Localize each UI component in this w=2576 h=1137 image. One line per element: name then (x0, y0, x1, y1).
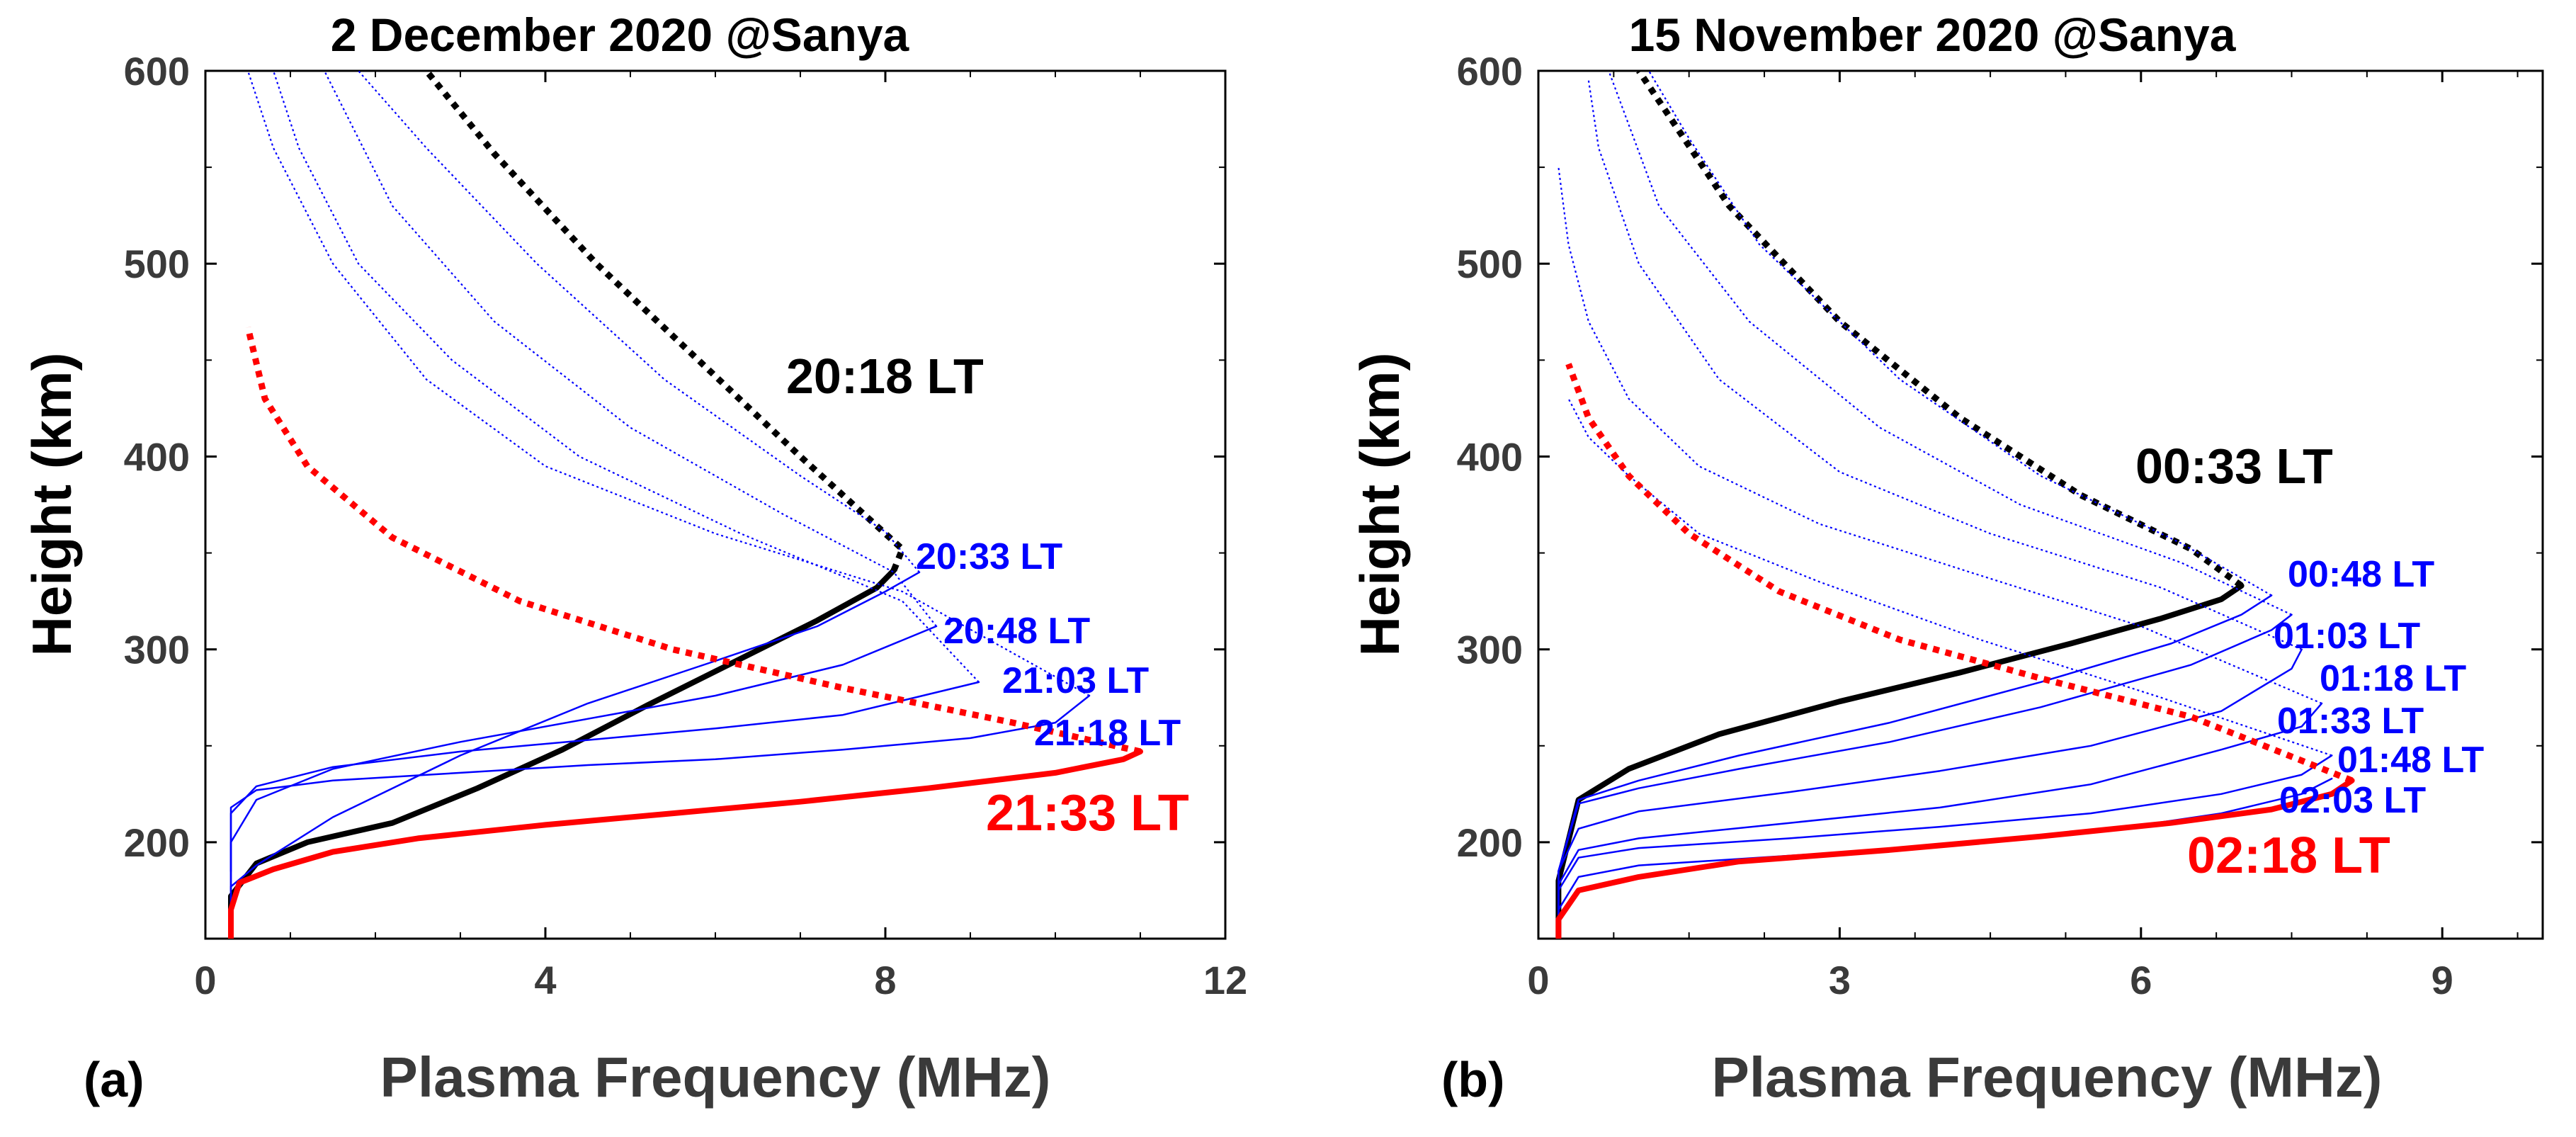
curve-bottomside-0133 (1557, 702, 2323, 930)
curve-label-2033: 20:33 LT (916, 536, 1062, 577)
curve-label-0148: 01:48 LT (2337, 740, 2484, 781)
curve-topside-0048 (1648, 71, 2272, 596)
y-tick-label: 300 (1457, 628, 1523, 672)
curve-label-2103: 21:03 LT (1002, 660, 1149, 701)
curve-bottomside-2033 (229, 571, 921, 921)
curve-label-2133: 21:33 LT (986, 785, 1189, 842)
curve-label-2018: 20:18 LT (786, 349, 984, 404)
curve-bottomside-0118 (1557, 648, 2303, 921)
panel-a-series-group (228, 71, 1143, 939)
y-tick-label: 600 (124, 49, 190, 94)
curve-label-0133: 01:33 LT (2277, 701, 2424, 742)
panel-a-title: 2 December 2020 @Sanya (331, 9, 910, 61)
curve-bottomside-2103 (229, 681, 980, 892)
curve-bottomside-2118 (229, 694, 1091, 872)
curve-bottomside-2133 (228, 748, 1143, 939)
panel-a-x-label: Plasma Frequency (MHz) (380, 1046, 1051, 1109)
panel-a-y-axis: 200 300 400 500 600 (124, 49, 1225, 939)
curve-topside-0148 (1567, 398, 2332, 757)
panel-b-y-axis: 200 300 400 500 600 (1457, 49, 2543, 939)
x-tick-label: 12 (1203, 958, 1247, 1002)
curve-label-0118: 01:18 LT (2320, 658, 2466, 699)
panel-b-x-label: Plasma Frequency (MHz) (1712, 1046, 2383, 1109)
curve-topside-2118 (246, 71, 1090, 696)
panel-b-plot-frame (1537, 69, 2544, 940)
panel-b: 15 November 2020 @Sanya 200300400500600 … (1349, 9, 2544, 1109)
curve-label-0033: 00:33 LT (2135, 439, 2333, 494)
x-tick-label: 4 (534, 958, 556, 1002)
y-tick-label: 500 (1457, 242, 1523, 286)
panel-a-label: (a) (84, 1052, 144, 1107)
curve-label-0218: 02:18 LT (2187, 827, 2390, 884)
y-tick-label: 400 (124, 434, 190, 479)
curve-label-0103: 01:03 LT (2274, 616, 2420, 657)
panel-a: 2 December 2020 @Sanya 200 300 400 500 600 0… (21, 9, 1247, 1109)
panel-a-x-axis: 0 4 8 12 (194, 71, 1247, 1002)
y-tick-label: 200 (124, 820, 190, 865)
curve-label-2118: 21:18 LT (1034, 713, 1181, 754)
panel-b-series-group (1555, 71, 2355, 939)
curve-topside-2133 (244, 327, 1141, 755)
curve-label-2048: 20:48 LT (943, 611, 1090, 652)
curve-topside-2048 (324, 71, 937, 627)
panel-a-y-label: Height (km) (21, 353, 83, 657)
curve-bottomside-0218 (1555, 777, 2355, 939)
y-tick-label: 600 (1457, 49, 1523, 94)
panel-a-curve-labels: 20:18 LT 20:33 LT 20:48 LT 21:03 LT 21:1… (786, 349, 1189, 842)
curve-topside-0218 (1565, 363, 2354, 784)
y-tick-label: 500 (124, 242, 190, 286)
x-tick-label: 9 (2432, 958, 2453, 1002)
x-tick-label: 6 (2130, 958, 2152, 1002)
y-tick-label: 200 (1457, 820, 1523, 865)
curve-bottomside-0103 (1557, 613, 2293, 921)
panel-b-y-label: Height (km) (1349, 353, 1411, 657)
y-tick-label: 400 (1457, 434, 1523, 479)
x-tick-label: 8 (874, 958, 896, 1002)
x-tick-label: 0 (1527, 958, 1549, 1002)
x-tick-label: 0 (194, 958, 216, 1002)
curve-label-0203: 02:03 LT (2279, 780, 2426, 821)
curve-topside-0118 (1587, 80, 2303, 650)
y-tick-label: 300 (124, 628, 190, 672)
panel-b-title: 15 November 2020 @Sanya (1629, 9, 2237, 61)
panel-b-curve-labels: 00:33 LT 00:48 LT 01:03 LT 01:18 LT 01:3… (2135, 439, 2484, 884)
curve-topside-0033 (1636, 71, 2244, 589)
curve-topside-2103 (272, 71, 980, 683)
curve-topside-2018 (424, 71, 906, 572)
curve-bottomside-0148 (1557, 754, 2333, 930)
x-tick-label: 3 (1829, 958, 1851, 1002)
panel-b-x-axis: 0 3 6 9 (1527, 71, 2519, 1002)
curve-label-0048: 00:48 LT (2288, 554, 2434, 595)
panel-b-label: (b) (1441, 1052, 1504, 1107)
